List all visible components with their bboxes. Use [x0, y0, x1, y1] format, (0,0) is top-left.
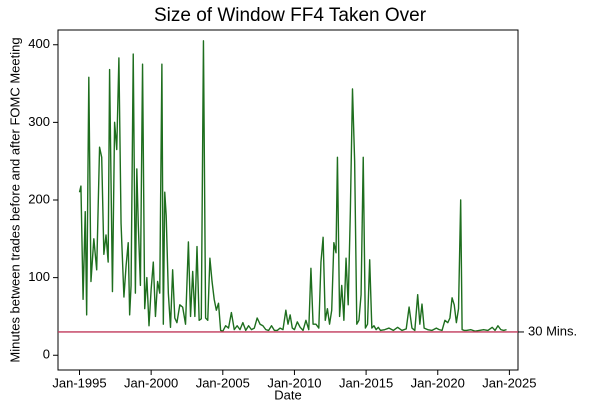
x-tick-label: Jan-2010 [267, 375, 321, 390]
reference-label: 30 Mins. [528, 323, 577, 338]
data-line [78, 40, 507, 332]
x-tick-label: Jan-2005 [196, 375, 250, 390]
y-tick-label: 300 [28, 114, 50, 129]
x-tick-label: Jan-2025 [482, 375, 536, 390]
x-tick-label: Jan-1995 [52, 375, 106, 390]
y-tick-label: 400 [28, 36, 50, 51]
y-axis-label: Minutes between trades before and after … [7, 37, 22, 362]
x-tick-label: Jan-2000 [124, 375, 178, 390]
chart-title: Size of Window FF4 Taken Over [154, 5, 427, 26]
x-tick-label: Jan-2020 [411, 375, 465, 390]
x-axis-label: Date [274, 387, 301, 402]
y-tick-label: 200 [28, 191, 50, 206]
y-tick-label: 100 [28, 269, 50, 284]
x-tick-label: Jan-2015 [339, 375, 393, 390]
y-tick-label: 0 [43, 347, 50, 362]
